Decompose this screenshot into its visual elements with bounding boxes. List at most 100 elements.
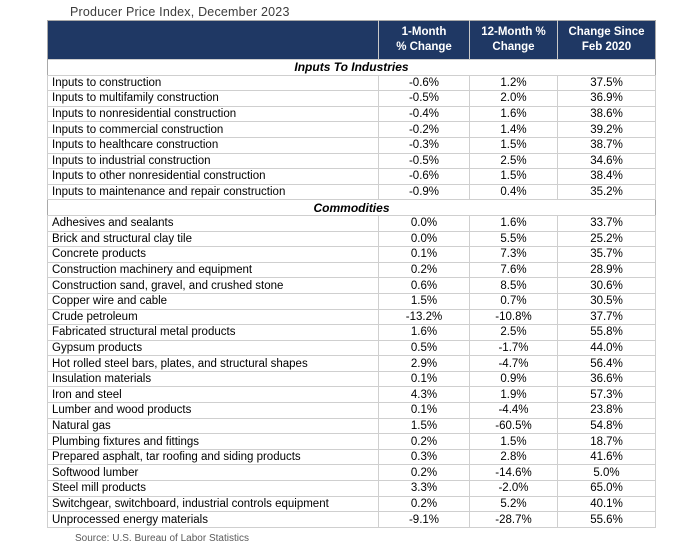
table-row: Plumbing fixtures and fittings 0.2% 1.5% 18… bbox=[47, 433, 656, 450]
value-cell: 2.5% bbox=[469, 152, 558, 170]
row-label: Inputs to maintenance and repair constru… bbox=[47, 183, 379, 201]
row-label: Unprocessed energy materials bbox=[47, 511, 379, 528]
value-cell: -0.6% bbox=[378, 168, 470, 185]
value-cell: 1.9% bbox=[469, 386, 558, 404]
value-cell: 65.0% bbox=[557, 480, 656, 497]
value-cell: 38.6% bbox=[557, 105, 656, 123]
table-row: Gypsum products 0.5% -1.7% 44.0% bbox=[47, 339, 656, 357]
page-title: Producer Price Index, December 2023 bbox=[70, 5, 290, 19]
col-header-change-since-feb-2020: Change Since Feb 2020 bbox=[557, 20, 656, 60]
section-row: Commodities bbox=[47, 199, 656, 216]
row-label: Crude petroleum bbox=[47, 308, 379, 326]
table-row: Steel mill products 3.3% -2.0% 65.0% bbox=[47, 480, 656, 497]
value-cell: 5.2% bbox=[469, 495, 558, 513]
table-row: Inputs to other nonresidential construct… bbox=[47, 168, 656, 185]
section-label: Inputs To Industries bbox=[47, 59, 656, 76]
value-cell: 35.7% bbox=[557, 246, 656, 263]
table-row: Copper wire and cable 1.5% 0.7% 30.5% bbox=[47, 292, 656, 310]
value-cell: 0.6% bbox=[378, 277, 470, 294]
value-cell: 7.3% bbox=[469, 246, 558, 263]
value-cell: -28.7% bbox=[469, 511, 558, 528]
table-row: Iron and steel 4.3% 1.9% 57.3% bbox=[47, 386, 656, 404]
value-cell: 1.2% bbox=[469, 74, 558, 92]
col-header-1-month: 1-Month % Change bbox=[378, 20, 470, 60]
value-cell: 0.4% bbox=[469, 183, 558, 201]
row-label: Copper wire and cable bbox=[47, 292, 379, 310]
value-cell: 25.2% bbox=[557, 230, 656, 248]
row-label: Concrete products bbox=[47, 246, 379, 263]
value-cell: 0.0% bbox=[378, 214, 470, 232]
value-cell: 41.6% bbox=[557, 448, 656, 466]
value-cell: 57.3% bbox=[557, 386, 656, 404]
value-cell: 1.6% bbox=[469, 214, 558, 232]
value-cell: -0.9% bbox=[378, 183, 470, 201]
value-cell: 7.6% bbox=[469, 261, 558, 279]
row-label: Inputs to construction bbox=[47, 74, 379, 92]
table-row: Construction sand, gravel, and crushed s… bbox=[47, 277, 656, 294]
row-label: Inputs to nonresidential construction bbox=[47, 105, 379, 123]
row-label: Brick and structural clay tile bbox=[47, 230, 379, 248]
section-label: Commodities bbox=[47, 199, 656, 216]
value-cell: 54.8% bbox=[557, 417, 656, 435]
ppi-table: 1-Month % Change 12-Month % Change Chang… bbox=[47, 20, 656, 528]
value-cell: 0.2% bbox=[378, 464, 470, 482]
value-cell: -0.2% bbox=[378, 121, 470, 138]
table-row: Insulation materials 0.1% 0.9% 36.6% bbox=[47, 370, 656, 388]
value-cell: 2.8% bbox=[469, 448, 558, 466]
value-cell: 0.0% bbox=[378, 230, 470, 248]
value-cell: 1.5% bbox=[469, 136, 558, 154]
row-label: Construction sand, gravel, and crushed s… bbox=[47, 277, 379, 294]
value-cell: 1.5% bbox=[469, 168, 558, 185]
value-cell: 44.0% bbox=[557, 339, 656, 357]
value-cell: 40.1% bbox=[557, 495, 656, 513]
table-row: Brick and structural clay tile 0.0% 5.5% 25… bbox=[47, 230, 656, 248]
value-cell: -4.4% bbox=[469, 402, 558, 419]
table-row: Inputs to commercial construction -0.2% 1.… bbox=[47, 121, 656, 138]
value-cell: 23.8% bbox=[557, 402, 656, 419]
value-cell: 2.5% bbox=[469, 324, 558, 341]
table-row: Concrete products 0.1% 7.3% 35.7% bbox=[47, 246, 656, 263]
section-row: Inputs To Industries bbox=[47, 59, 656, 76]
value-cell: -2.0% bbox=[469, 480, 558, 497]
col-header-12-month: 12-Month % Change bbox=[469, 20, 558, 60]
value-cell: -0.6% bbox=[378, 74, 470, 92]
table-row: Construction machinery and equipment 0.2%… bbox=[47, 261, 656, 279]
value-cell: 38.7% bbox=[557, 136, 656, 154]
table-body: Inputs To Industries Inputs to constructi… bbox=[47, 59, 656, 528]
value-cell: 33.7% bbox=[557, 214, 656, 232]
table-row: Adhesives and sealants 0.0% 1.6% 33.7% bbox=[47, 214, 656, 232]
value-cell: -13.2% bbox=[378, 308, 470, 326]
value-cell: 56.4% bbox=[557, 355, 656, 372]
row-label: Fabricated structural metal products bbox=[47, 324, 379, 341]
value-cell: -0.5% bbox=[378, 90, 470, 107]
value-cell: -4.7% bbox=[469, 355, 558, 372]
table-header: 1-Month % Change 12-Month % Change Chang… bbox=[47, 20, 656, 60]
table-row: Lumber and wood products 0.1% -4.4% 23.8% bbox=[47, 402, 656, 419]
row-label: Inputs to other nonresidential construct… bbox=[47, 168, 379, 185]
table-row: Inputs to industrial construction -0.5% 2.… bbox=[47, 152, 656, 170]
row-label: Gypsum products bbox=[47, 339, 379, 357]
value-cell: 30.6% bbox=[557, 277, 656, 294]
value-cell: -10.8% bbox=[469, 308, 558, 326]
value-cell: 5.5% bbox=[469, 230, 558, 248]
value-cell: 36.9% bbox=[557, 90, 656, 107]
value-cell: 0.2% bbox=[378, 261, 470, 279]
value-cell: 0.2% bbox=[378, 433, 470, 450]
value-cell: 39.2% bbox=[557, 121, 656, 138]
value-cell: 37.5% bbox=[557, 74, 656, 92]
value-cell: 0.1% bbox=[378, 402, 470, 419]
row-label: Iron and steel bbox=[47, 386, 379, 404]
row-label: Inputs to industrial construction bbox=[47, 152, 379, 170]
value-cell: 28.9% bbox=[557, 261, 656, 279]
row-label: Insulation materials bbox=[47, 370, 379, 388]
table-row: Inputs to multifamily construction -0.5% 2… bbox=[47, 90, 656, 107]
table-row: Fabricated structural metal products 1.6%… bbox=[47, 324, 656, 341]
value-cell: 0.3% bbox=[378, 448, 470, 466]
row-label: Prepared asphalt, tar roofing and siding… bbox=[47, 448, 379, 466]
row-label: Steel mill products bbox=[47, 480, 379, 497]
table-row: Crude petroleum -13.2% -10.8% 37.7% bbox=[47, 308, 656, 326]
table-row: Natural gas 1.5% -60.5% 54.8% bbox=[47, 417, 656, 435]
table-row: Prepared asphalt, tar roofing and siding… bbox=[47, 448, 656, 466]
row-label: Lumber and wood products bbox=[47, 402, 379, 419]
